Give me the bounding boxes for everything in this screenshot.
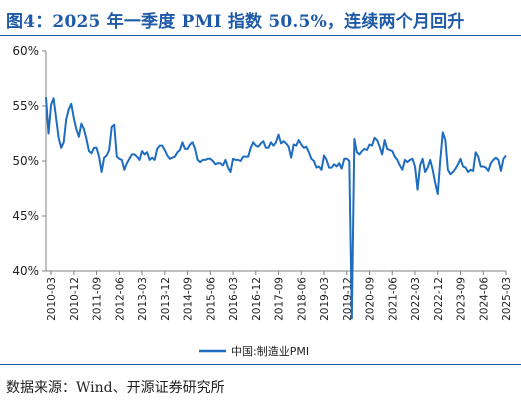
series-line-manufacturing-pmi — [45, 97, 507, 320]
x-tick-label: 2021-06 — [387, 277, 399, 321]
x-tick-label: 2025-03 — [501, 277, 513, 321]
x-tick-label: 2013-03 — [137, 277, 149, 321]
x-tick-label: 2018-06 — [296, 277, 308, 321]
pmi-line-chart: 40%45%50%55%60% 2010-03 2010-12 2011-09 201… — [12, 44, 513, 358]
x-tick-label: 2014-09 — [183, 277, 195, 321]
y-tick-label: 40% — [12, 264, 39, 278]
series-lines — [45, 97, 507, 320]
x-tick-label: 2013-12 — [160, 277, 172, 321]
x-tick-labels: 2010-03 2010-12 2011-09 2012-06 2013-03 2013-… — [46, 271, 513, 321]
x-tick-label: 2024-06 — [478, 277, 490, 321]
x-tick-label: 2011-09 — [92, 277, 104, 321]
figure-title: 图4：2025 年一季度 PMI 指数 50.5%，连续两个月回升 — [6, 12, 465, 32]
legend-label: 中国:制造业PMI — [231, 344, 309, 358]
x-tick-label: 2017-09 — [274, 277, 286, 321]
x-tick-label: 2023-09 — [456, 277, 468, 321]
x-tick-label: 2022-03 — [410, 277, 422, 321]
y-tick-label: 50% — [12, 154, 39, 168]
x-tick-label: 2020-09 — [365, 277, 377, 321]
source-note: 数据来源：Wind、开源证券研究所 — [6, 380, 225, 396]
source-bar: 数据来源：Wind、开源证券研究所 — [0, 364, 521, 405]
y-tick-label: 60% — [12, 44, 39, 58]
x-tick-label: 2016-12 — [251, 277, 263, 321]
x-tick-label: 2010-03 — [46, 277, 58, 321]
x-tick-label: 2015-06 — [205, 277, 217, 321]
x-tick-label: 2012-06 — [114, 277, 126, 321]
y-tick-label: 55% — [12, 99, 39, 113]
x-tick-label: 2010-12 — [69, 277, 81, 321]
figure-title-bar: 图4：2025 年一季度 PMI 指数 50.5%，连续两个月回升 — [0, 0, 521, 36]
x-tick-label: 2016-03 — [228, 277, 240, 321]
axes — [45, 51, 506, 272]
legend[interactable]: 中国:制造业PMI — [199, 344, 309, 358]
y-tick-label: 45% — [12, 209, 39, 223]
x-tick-label: 2019-03 — [319, 277, 331, 321]
x-tick-label: 2022-12 — [433, 277, 445, 321]
y-tick-labels: 40% 45% 50% 55% 60% — [12, 44, 46, 278]
